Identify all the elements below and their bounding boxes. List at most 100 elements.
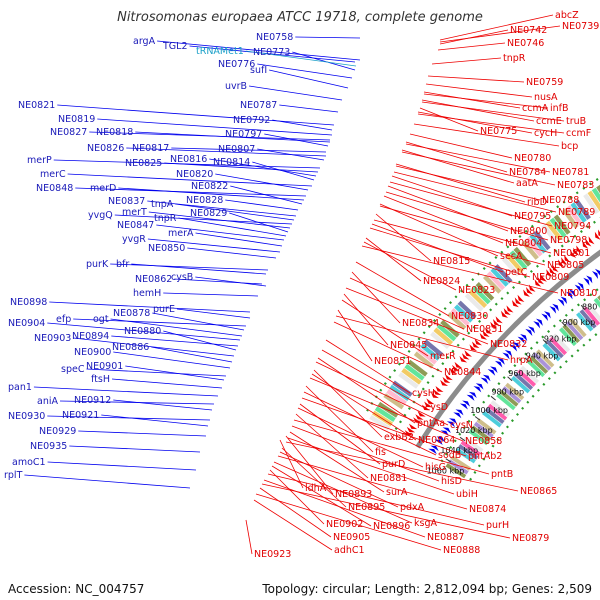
forward-gene-arrow <box>592 271 599 279</box>
composition-band <box>436 323 457 342</box>
label-leader-line <box>175 203 295 221</box>
forward-gene-arrow <box>560 296 568 305</box>
gene-label: NE0788 <box>542 195 579 206</box>
gene-label: NE0797 <box>225 129 262 140</box>
gene-label: purK <box>86 259 109 270</box>
track-rings <box>364 176 600 481</box>
gene-label: yvgQ <box>88 210 113 221</box>
forward-gene-arrow <box>583 277 590 286</box>
forward-gene-arrow <box>442 427 451 434</box>
composition-band <box>586 303 600 323</box>
composition-band <box>597 295 600 301</box>
gene-label: NE0789 <box>558 207 595 218</box>
forward-gene-arrow <box>494 360 503 368</box>
composition-band <box>468 289 488 308</box>
composition-band <box>591 187 600 203</box>
label-leader-line <box>269 469 325 525</box>
forward-gene-arrow <box>487 369 496 376</box>
kbp-tick-label: 1060 kbp <box>427 467 465 476</box>
reverse-gene-arrow <box>582 240 589 249</box>
forward-gene-arrow <box>517 336 525 344</box>
genome-backbone <box>415 249 600 449</box>
gene-label: NE0895 <box>348 502 385 513</box>
reverse-gene-arrow <box>424 401 433 408</box>
label-leader-line <box>439 25 561 43</box>
forward-gene-arrow <box>557 298 565 307</box>
label-leader-line <box>164 162 319 173</box>
gene-label: NE0900 <box>74 347 111 358</box>
gene-label: NE0845 <box>390 340 427 351</box>
gene-label: tnpR <box>154 213 177 224</box>
composition-band <box>487 403 508 421</box>
label-leader-line <box>78 430 207 437</box>
label-leader-line <box>301 397 467 457</box>
forward-gene-arrow <box>482 374 491 382</box>
gene-label: NE0787 <box>240 100 277 111</box>
forward-gene-arrow <box>574 284 581 293</box>
reverse-gene-arrow <box>564 254 571 263</box>
label-leader-line <box>291 425 440 482</box>
composition-band <box>529 233 547 254</box>
label-leader-line <box>47 322 241 341</box>
forward-gene-arrow <box>520 334 528 342</box>
forward-gene-arrow <box>577 282 584 291</box>
label-leader-line <box>431 57 502 65</box>
gene-label: NE0781 <box>552 167 589 178</box>
forward-gene-arrow <box>430 445 439 452</box>
composition-band <box>457 444 479 460</box>
composition-band <box>471 425 492 442</box>
composition-band <box>473 421 494 439</box>
kbp-tick-label: 900 kbp <box>563 318 596 327</box>
gene-label: petC <box>505 267 528 278</box>
reverse-gene-arrow <box>461 353 470 360</box>
label-leader-line <box>252 161 315 181</box>
label-leader-line <box>245 519 253 555</box>
reverse-gene-arrow <box>523 289 530 297</box>
gene-label: NE0746 <box>507 38 544 49</box>
forward-gene-arrow <box>446 421 456 428</box>
gene-label: NE0794 <box>554 221 591 232</box>
label-leader-line <box>111 335 239 347</box>
forward-gene-arrow <box>455 409 464 416</box>
forward-gene-arrow <box>504 349 513 357</box>
composition-band <box>576 312 594 332</box>
label-leader-line <box>174 278 263 285</box>
label-leader-line <box>264 133 329 147</box>
reverse-gene-arrow <box>506 305 514 313</box>
label-leader-line <box>439 29 509 45</box>
label-leader-line <box>417 113 565 134</box>
composition-band <box>525 236 543 257</box>
label-leader-line <box>393 171 557 213</box>
forward-gene-arrow <box>549 306 557 314</box>
composition-band <box>511 375 531 394</box>
label-leader-line <box>289 431 385 493</box>
label-leader-line <box>423 91 521 109</box>
gene-label: NE0865 <box>520 486 557 497</box>
label-leader-line <box>75 187 307 197</box>
label-leader-line <box>335 315 509 361</box>
forward-gene-arrow <box>434 439 443 446</box>
gene-label: NE0819 <box>58 114 95 125</box>
composition-band <box>505 253 524 274</box>
reverse-gene-arrow <box>561 257 568 265</box>
label-leader-line <box>405 143 551 173</box>
label-leader-line <box>113 351 231 369</box>
gene-label: NE0759 <box>526 77 563 88</box>
feature-bands <box>369 184 600 479</box>
label-leader-line <box>163 330 237 351</box>
gene-label: ribD <box>527 197 547 208</box>
label-leader-line <box>259 487 332 538</box>
label-leader-line <box>230 185 303 205</box>
reverse-gene-arrow <box>495 316 503 324</box>
label-leader-line <box>395 165 541 201</box>
forward-gene-arrow <box>533 321 541 329</box>
reverse-gene-arrow <box>514 297 522 305</box>
composition-band <box>450 308 470 327</box>
gene-label: NE0801 <box>553 248 590 259</box>
forward-gene-arrow <box>541 313 549 321</box>
label-leader-line <box>176 308 251 319</box>
gene-label: NE0830 <box>451 311 488 322</box>
kbp-tick <box>490 395 496 401</box>
